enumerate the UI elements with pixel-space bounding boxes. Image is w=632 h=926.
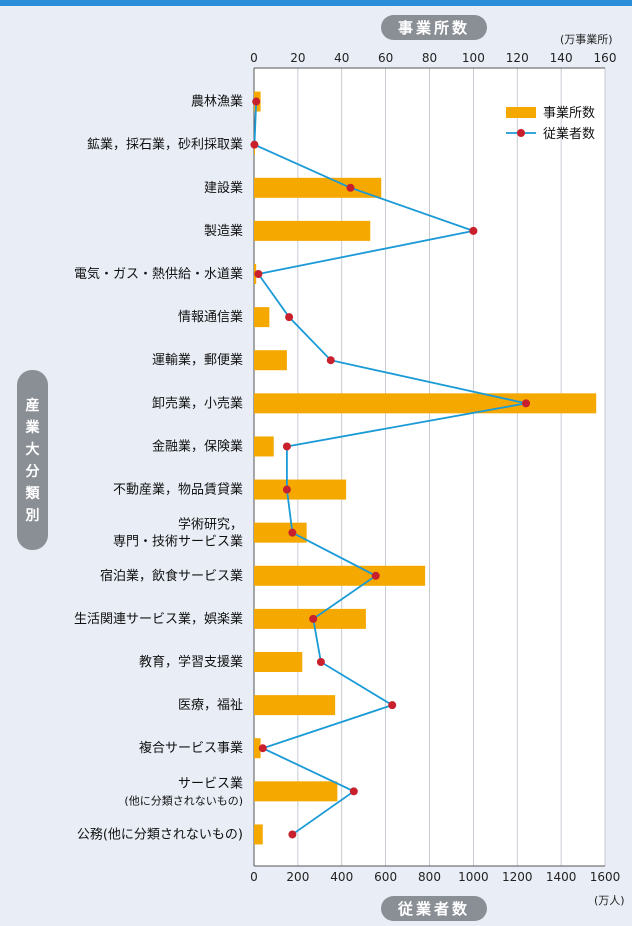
bottom-tick-label: 1000 [458,870,489,884]
category-label: 卸売業，小売業 [152,395,243,411]
category-label: 建設業 [204,180,243,196]
marker-employees [522,399,531,408]
category-label: 宿泊業，飲食サービス業 [100,568,243,584]
marker-employees [288,830,297,839]
legend-label: 事業所数 [543,105,595,121]
top-tick-label: 0 [250,51,258,65]
side-title-char: 業 [25,420,40,436]
category-label: 医療，福祉 [178,698,243,713]
bottom-tick-label: 600 [374,870,397,884]
marker-employees [254,270,263,278]
bottom-axis-unit: (万人) [594,894,625,907]
bar-establishments [254,220,371,241]
bar-establishments [254,479,347,500]
bottom-axis-title: 従業者数 [381,896,487,921]
marker-employees [282,442,291,451]
bottom-tick-label: 1400 [546,870,577,884]
marker-employees [469,226,478,235]
bar-establishments [254,307,270,328]
marker-employees [250,140,259,149]
category-label: 教育，学習支援業 [139,654,243,670]
top-tick-label: 100 [462,51,485,65]
bar-establishments [254,781,338,802]
category-label: 運輸業，郵便業 [152,352,243,368]
marker-employees [316,658,325,666]
category-label: 不動産業，物品賃貸業 [113,482,243,498]
marker-employees [371,571,380,580]
category-label: サービス業 [178,775,243,791]
bottom-tick-label: 1600 [590,870,621,884]
category-label: 専門・技術サービス業 [113,534,243,550]
side-title-char: 大 [25,442,40,458]
category-label: 金融業，保険業 [152,438,243,454]
category-label: 鉱業，採石業，砂利採取業 [87,137,243,153]
bar-establishments [254,565,426,586]
marker-employees [388,701,397,710]
category-label: 生活関連サービス業，娯楽業 [74,611,243,627]
bottom-tick-label: 400 [330,870,353,884]
bar-establishments [254,350,287,371]
top-accent-bar [0,0,632,6]
legend-label: 従業者数 [543,126,595,142]
category-label: 情報通信業 [178,309,243,325]
marker-employees [252,97,261,106]
top-tick-label: 80 [422,51,437,65]
category-label: 学術研究， [178,517,243,533]
bar-establishments [254,522,307,543]
bottom-tick-label: 800 [418,870,441,884]
category-label: 複合サービス事業 [139,740,243,756]
top-tick-label: 20 [290,51,305,65]
marker-employees [282,485,291,494]
bottom-tick-label: 200 [286,870,309,884]
marker-employees [326,356,335,365]
category-label: 製造業 [204,223,243,239]
top-axis-title: 事業所数 [381,15,487,40]
marker-employees [349,787,358,796]
top-tick-label: 40 [334,51,349,65]
bar-establishments [254,177,382,198]
marker-employees [258,744,267,753]
category-label: 公務(他に分類されないもの) [77,827,243,842]
marker-employees [346,183,355,192]
bar-establishments [254,738,261,759]
legend-bar-swatch [506,107,536,118]
side-title-char: 産 [25,398,40,414]
category-label: 電気・ガス・熱供給・水道業 [74,266,243,282]
line-employees [253,101,527,836]
bar-establishments [254,436,274,457]
top-axis-unit: (万事業所) [560,33,613,46]
bottom-tick-label: 1200 [502,870,533,884]
bar-establishments [254,652,303,672]
side-title-char: 類 [25,486,40,502]
marker-employees [285,313,294,322]
top-tick-label: 120 [506,51,529,65]
category-label: (他に分類されないもの) [124,794,243,807]
bottom-tick-label: 0 [250,870,258,884]
category-label: 農林漁業 [191,94,243,110]
side-title-char: 分 [25,464,40,480]
side-title-char: 別 [25,508,40,524]
marker-employees [309,614,318,623]
top-tick-label: 160 [594,51,617,65]
top-tick-label: 60 [378,51,393,65]
bar-establishments [254,695,336,716]
bar-establishments [254,393,597,414]
bar-establishments [254,824,263,845]
top-tick-label: 140 [550,51,573,65]
marker-employees [288,528,297,537]
side-axis-title: 産 業 大 分 類 別 [17,370,48,550]
legend-marker-swatch [517,129,525,137]
